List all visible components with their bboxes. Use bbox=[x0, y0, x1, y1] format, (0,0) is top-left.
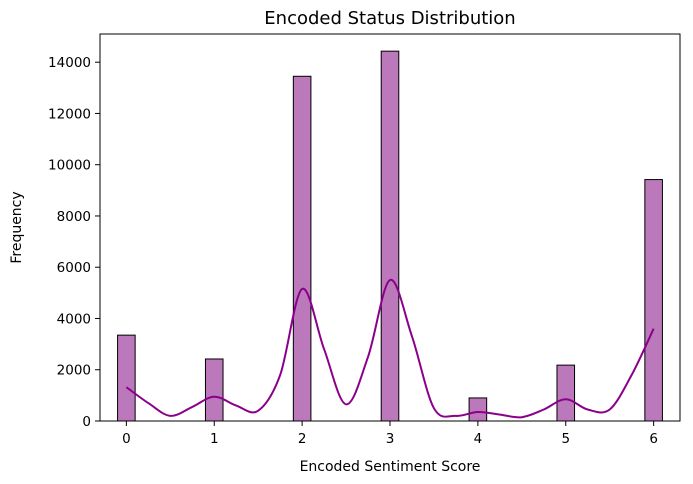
x-tick-label: 2 bbox=[298, 431, 307, 447]
bar-5 bbox=[556, 364, 576, 422]
x-tick-label: 5 bbox=[561, 431, 570, 447]
x-tick-label: 4 bbox=[474, 431, 483, 447]
y-axis-ticks: 0 2000 4000 6000 8000 10000 12000 14000 bbox=[48, 55, 100, 430]
y-tick-label: 4000 bbox=[57, 311, 91, 327]
kde-curve bbox=[125, 279, 655, 419]
x-tick-label: 3 bbox=[386, 431, 395, 447]
bar-4 bbox=[468, 397, 488, 422]
y-tick-label: 8000 bbox=[57, 209, 91, 225]
y-tick-label: 12000 bbox=[48, 106, 91, 122]
y-tick-label: 10000 bbox=[48, 158, 91, 174]
bar-2 bbox=[292, 75, 312, 422]
chart-title: Encoded Status Distribution bbox=[264, 8, 515, 29]
bar-1 bbox=[204, 358, 224, 422]
x-tick-label: 1 bbox=[210, 431, 219, 447]
y-axis-label: Frequency bbox=[9, 191, 25, 263]
bar-0 bbox=[117, 334, 136, 422]
x-axis-ticks: 0 1 2 3 4 5 6 bbox=[122, 421, 658, 447]
y-tick-label: 14000 bbox=[48, 55, 91, 71]
bars-group bbox=[117, 50, 663, 422]
y-tick-label: 2000 bbox=[57, 363, 91, 379]
x-tick-label: 0 bbox=[122, 431, 131, 447]
bar-6 bbox=[644, 179, 663, 422]
y-tick-label: 0 bbox=[82, 414, 91, 430]
x-tick-label: 6 bbox=[649, 431, 658, 447]
x-axis-label: Encoded Sentiment Score bbox=[300, 459, 481, 475]
y-tick-label: 6000 bbox=[57, 260, 91, 276]
bar-3 bbox=[380, 50, 400, 422]
